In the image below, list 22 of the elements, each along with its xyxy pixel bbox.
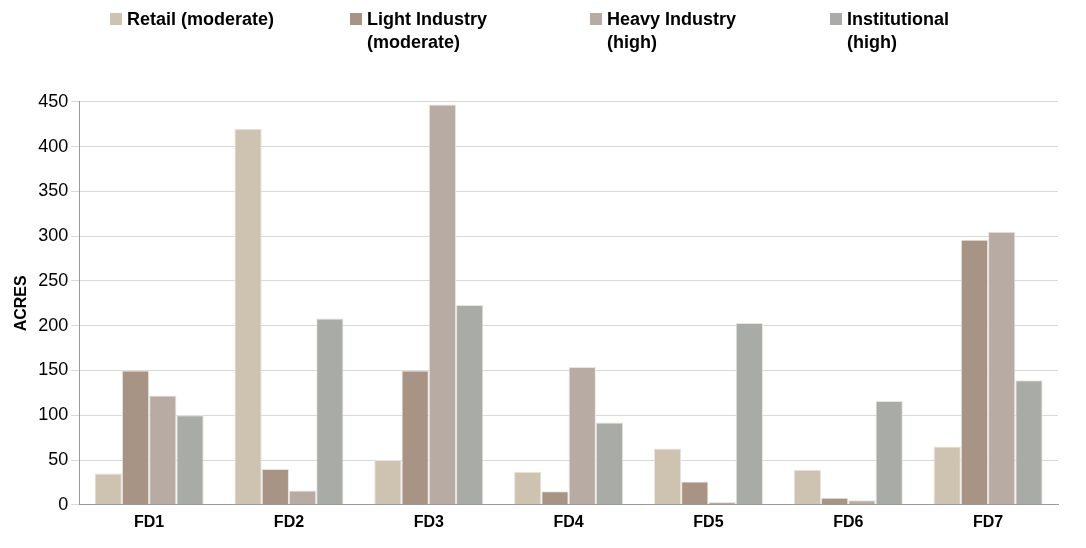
x-tick-label: FD1 <box>134 512 165 530</box>
legend-label: Institutional (high) <box>847 8 950 54</box>
legend-label: Light Industry (moderate) <box>367 8 488 54</box>
x-tick-label: FD6 <box>833 512 864 530</box>
y-tick-label: 450 <box>38 90 69 111</box>
y-tick-label: 50 <box>48 448 69 469</box>
y-tick-label: 100 <box>38 404 69 425</box>
y-axis-title: ACRES <box>12 274 30 332</box>
legend-label: Heavy Industry (high) <box>607 8 738 54</box>
x-tick-label: FD2 <box>273 512 305 530</box>
x-tick-label: FD3 <box>413 512 444 530</box>
y-tick-label: 350 <box>38 180 69 201</box>
y-tick-label: 250 <box>38 269 69 290</box>
x-tick-label: FD4 <box>553 512 584 530</box>
y-tick-label: 150 <box>38 359 69 380</box>
x-tick-label: FD7 <box>972 512 1004 530</box>
y-tick-label: 300 <box>38 225 69 246</box>
y-tick-label: 200 <box>38 314 69 335</box>
legend-label: Retail (moderate) <box>127 8 276 31</box>
x-tick-label: FD5 <box>693 512 724 530</box>
y-tick-label: 400 <box>38 135 69 156</box>
y-tick-label: 0 <box>58 493 69 514</box>
